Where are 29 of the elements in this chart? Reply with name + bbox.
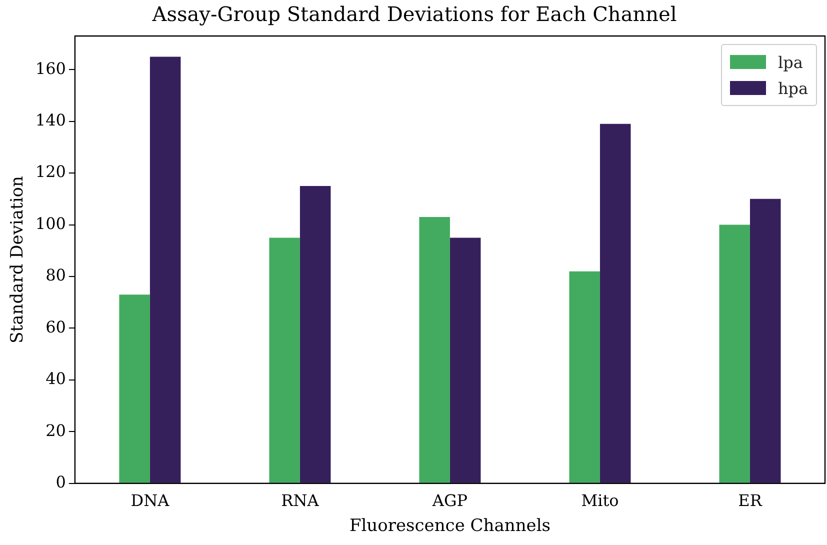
bar [119, 294, 150, 483]
chart-title: Assay-Group Standard Deviations for Each Channel [151, 2, 677, 26]
y-tick-label: 60 [46, 317, 66, 336]
bar [569, 271, 600, 483]
x-tick-label: Mito [581, 491, 619, 510]
bar [719, 224, 750, 483]
y-tick-label: 160 [35, 58, 66, 78]
legend-label: lpa [778, 52, 803, 72]
y-tick-label: 20 [46, 420, 66, 440]
legend-label: hpa [778, 78, 808, 98]
bar [150, 56, 181, 483]
y-tick-label: 0 [56, 472, 66, 492]
bar [750, 198, 781, 483]
bar [419, 217, 450, 483]
y-tick-label: 40 [46, 369, 66, 388]
y-axis-title: Standard Deviation [8, 176, 28, 344]
x-tick-label: DNA [130, 491, 170, 510]
y-tick-label: 80 [46, 266, 66, 285]
bar [450, 238, 481, 483]
x-tick-label: AGP [431, 491, 468, 510]
x-tick-label: RNA [281, 491, 320, 510]
y-tick-label: 140 [35, 110, 66, 130]
x-axis-title: Fluorescence Channels [349, 516, 550, 536]
bar [300, 186, 331, 483]
bar [600, 124, 631, 483]
y-tick-label: 120 [35, 162, 66, 182]
y-tick-label: 100 [35, 214, 66, 233]
bar [269, 238, 300, 483]
x-tick-label: ER [738, 491, 763, 510]
